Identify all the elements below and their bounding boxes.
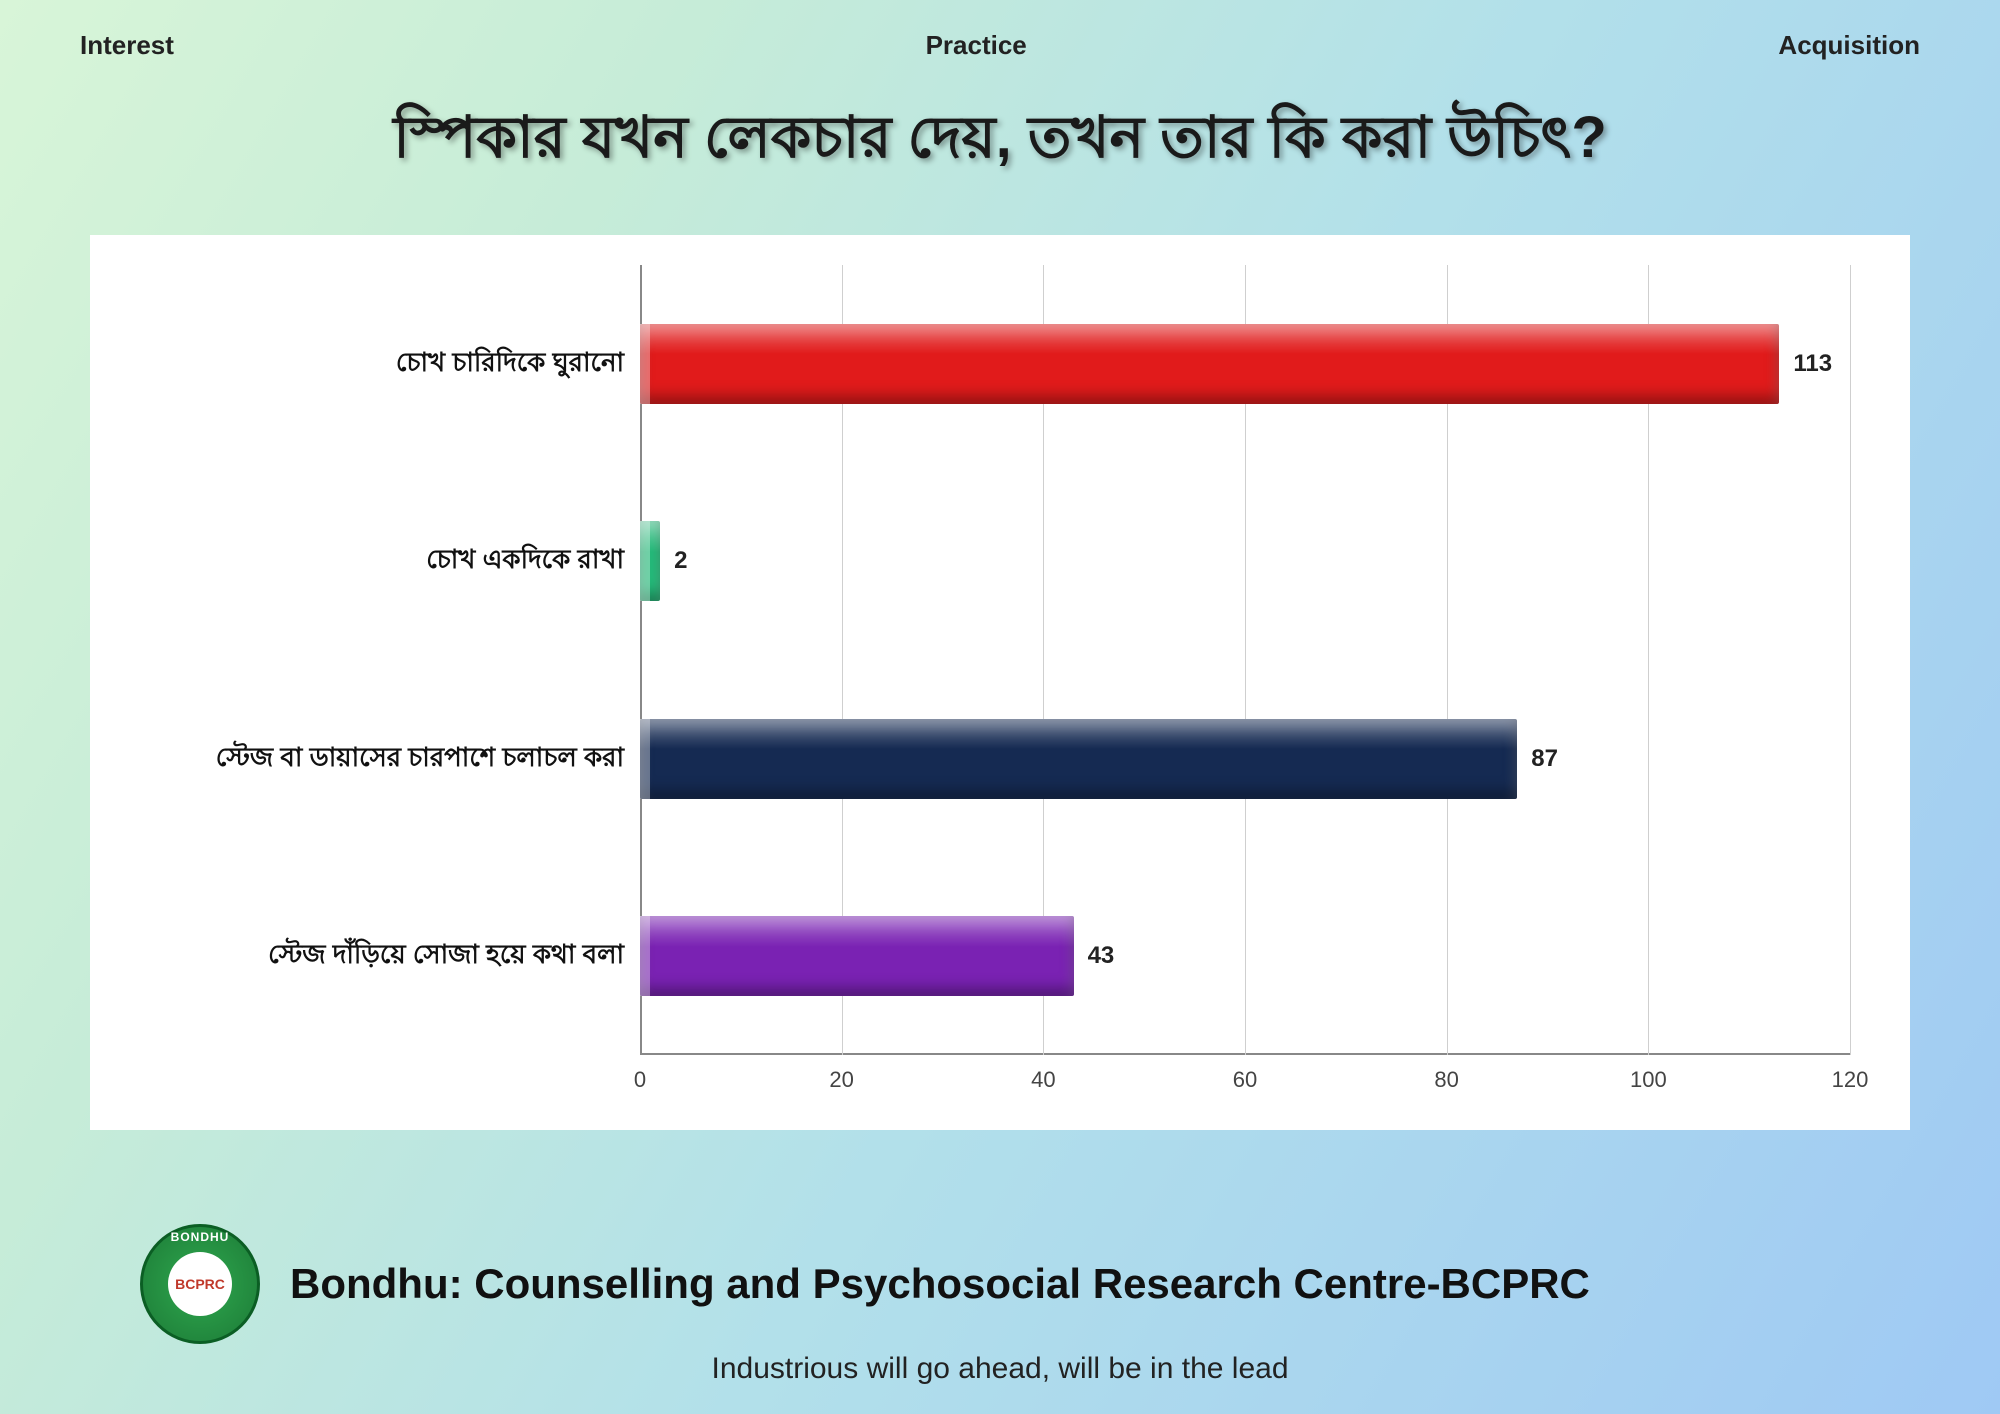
category-label: স্টেজ দাঁড়িয়ে সোজা হয়ে কথা বলা	[104, 934, 624, 978]
logo-top-text: BONDHU	[140, 1230, 260, 1244]
page-title: স্পিকার যখন লেকচার দেয়, তখন তার কি করা …	[0, 100, 2000, 175]
top-nav: Interest Practice Acquisition	[0, 30, 2000, 61]
bar-value: 87	[1531, 745, 1558, 773]
x-tick-label: 60	[1233, 1067, 1257, 1093]
bar	[640, 324, 1779, 404]
footer: BONDHU BCPRC Bondhu: Counselling and Psy…	[0, 1224, 2000, 1344]
bar	[640, 719, 1517, 799]
bar-value: 2	[674, 547, 687, 575]
bar-value: 113	[1793, 350, 1832, 378]
x-tick-label: 80	[1434, 1067, 1458, 1093]
plot-area: 02040608010012011328743	[640, 265, 1850, 1055]
gridline	[1850, 265, 1851, 1055]
logo-center-text: BCPRC	[168, 1252, 232, 1316]
x-tick-label: 20	[829, 1067, 853, 1093]
tagline: Industrious will go ahead, will be in th…	[0, 1352, 2000, 1386]
x-tick-label: 100	[1630, 1067, 1667, 1093]
x-tick-label: 0	[634, 1067, 646, 1093]
bar	[640, 916, 1074, 996]
org-logo: BONDHU BCPRC	[140, 1224, 260, 1344]
x-tick-label: 120	[1832, 1067, 1869, 1093]
nav-center: Practice	[926, 30, 1027, 61]
category-label: স্টেজ বা ডায়াসের চারপাশে চলাচল করা	[104, 737, 624, 781]
category-label: চোখ চারিদিকে ঘুরানো	[104, 342, 624, 386]
bar	[640, 521, 660, 601]
org-name: Bondhu: Counselling and Psychosocial Res…	[290, 1260, 1590, 1308]
chart-panel: 0 20 40 60 80 100 120 113 2 87 43 চোখ চারিদিকে ঘুর…	[90, 235, 1910, 1130]
nav-left: Interest	[80, 30, 174, 61]
nav-right: Acquisition	[1778, 30, 1920, 61]
category-label: চোখ একদিকে রাখা	[104, 539, 624, 583]
bar-value: 43	[1088, 942, 1115, 970]
x-tick-label: 40	[1031, 1067, 1055, 1093]
